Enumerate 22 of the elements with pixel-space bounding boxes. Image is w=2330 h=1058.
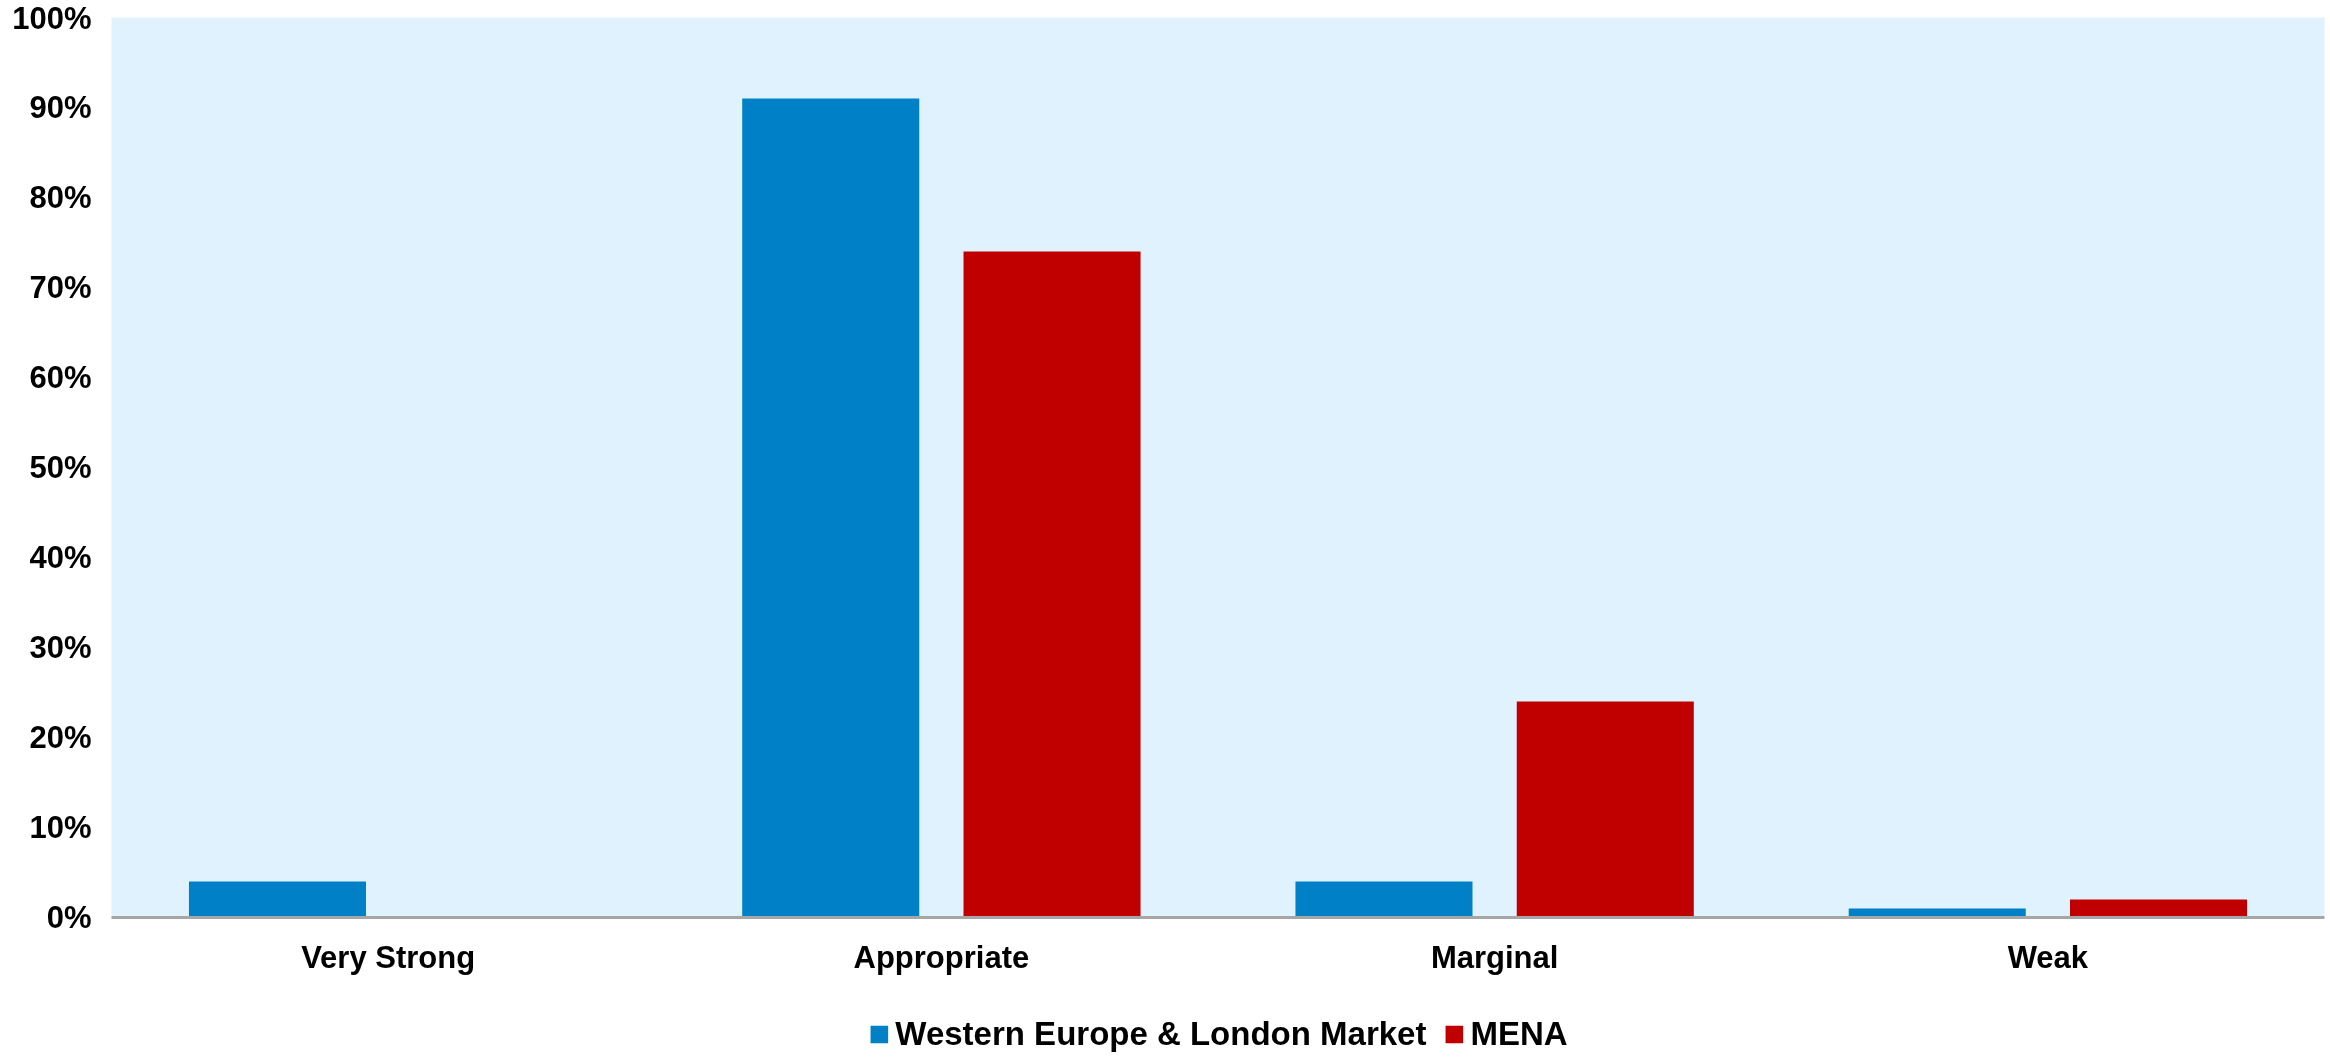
y-tick-label: 90% [29,90,92,125]
y-tick-label: 100% [12,0,92,36]
bar [742,98,920,918]
y-tick-label: 0% [46,900,92,935]
legend-label: MENA [1470,1015,1568,1053]
bar [963,251,1141,918]
y-tick-label: 70% [29,270,92,305]
x-tick-label: Very Strong [301,939,476,975]
x-tick-label: Appropriate [853,939,1030,975]
bar [1516,701,1694,918]
legend-label: Western Europe & London Market [895,1015,1427,1053]
y-tick-label: 60% [29,360,92,395]
y-tick-label: 20% [29,720,92,755]
y-tick-label: 10% [29,810,92,845]
y-tick-label: 30% [29,630,92,665]
y-tick-label: 50% [29,450,92,485]
y-tick-label: 80% [29,180,92,215]
bar [188,881,366,918]
y-tick-label: 40% [29,540,92,575]
x-tick-label: Marginal [1430,939,1559,975]
bar [1295,881,1473,918]
x-tick-label: Weak [2007,939,2089,975]
